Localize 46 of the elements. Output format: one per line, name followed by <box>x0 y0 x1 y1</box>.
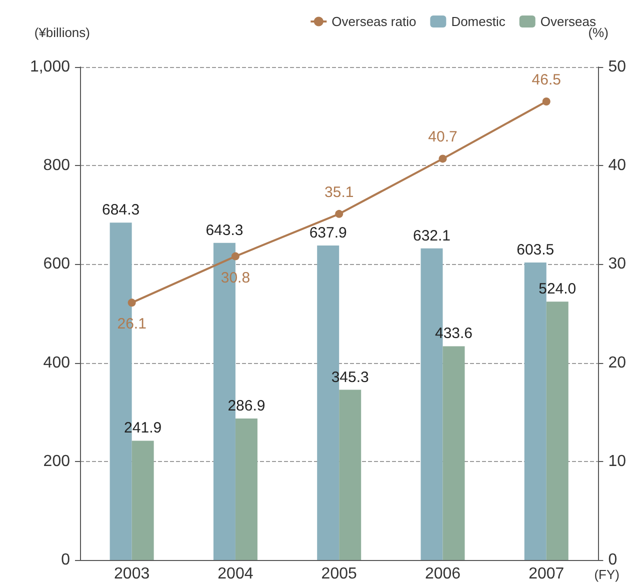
y-tick-label: 600 <box>43 256 70 273</box>
bar <box>442 346 465 560</box>
legend-label: Overseas ratio <box>332 14 416 29</box>
bar <box>546 302 568 560</box>
x-tick-label: 2004 <box>218 566 254 582</box>
data-label: 30.8 <box>220 269 250 286</box>
y-axis-title: (¥billions) <box>34 25 90 40</box>
y-tick-label: 200 <box>43 452 70 470</box>
y2-tick-label: 20 <box>608 354 626 372</box>
point <box>128 298 136 307</box>
point <box>335 210 344 218</box>
point <box>438 154 447 163</box>
bar <box>235 418 258 560</box>
y2-tick-label: 30 <box>608 256 626 273</box>
y2-tick-label: 50 <box>608 58 626 76</box>
data-label: 433.6 <box>434 325 473 342</box>
point <box>231 252 240 260</box>
data-label: 35.1 <box>324 184 354 201</box>
data-label: 46.5 <box>532 72 561 89</box>
y-tick-label: 0 <box>61 552 70 568</box>
data-label: 637.9 <box>309 224 347 242</box>
data-label: 345.3 <box>331 368 369 386</box>
bar <box>132 440 154 560</box>
point <box>542 98 550 106</box>
data-label: 684.3 <box>102 202 140 219</box>
data-label: 286.9 <box>228 398 266 415</box>
y-tick-label: 1,000 <box>30 58 70 76</box>
x-tick-label: 2006 <box>424 566 461 582</box>
x-tick-label: 2003 <box>114 566 150 582</box>
data-label: 241.9 <box>124 420 162 437</box>
x-axis-title: (FY) <box>594 567 620 582</box>
data-label: 603.5 <box>516 241 554 258</box>
x-tick-label: 2007 <box>528 566 564 582</box>
data-label: 643.3 <box>206 222 244 239</box>
data-label: 26.1 <box>117 316 146 333</box>
y-tick-label: 800 <box>43 157 70 174</box>
y-tick-label: 400 <box>43 354 70 372</box>
y2-tick-label: 10 <box>608 452 626 470</box>
legend-label: Domestic <box>451 14 506 29</box>
data-label: 40.7 <box>428 128 458 146</box>
x-tick-label: 2005 <box>321 566 357 582</box>
bar <box>339 390 362 560</box>
y2-tick-label: 0 <box>608 552 618 568</box>
data-label: 524.0 <box>538 280 576 298</box>
y2-tick-label: 40 <box>608 157 626 174</box>
data-label: 632.1 <box>412 227 451 244</box>
